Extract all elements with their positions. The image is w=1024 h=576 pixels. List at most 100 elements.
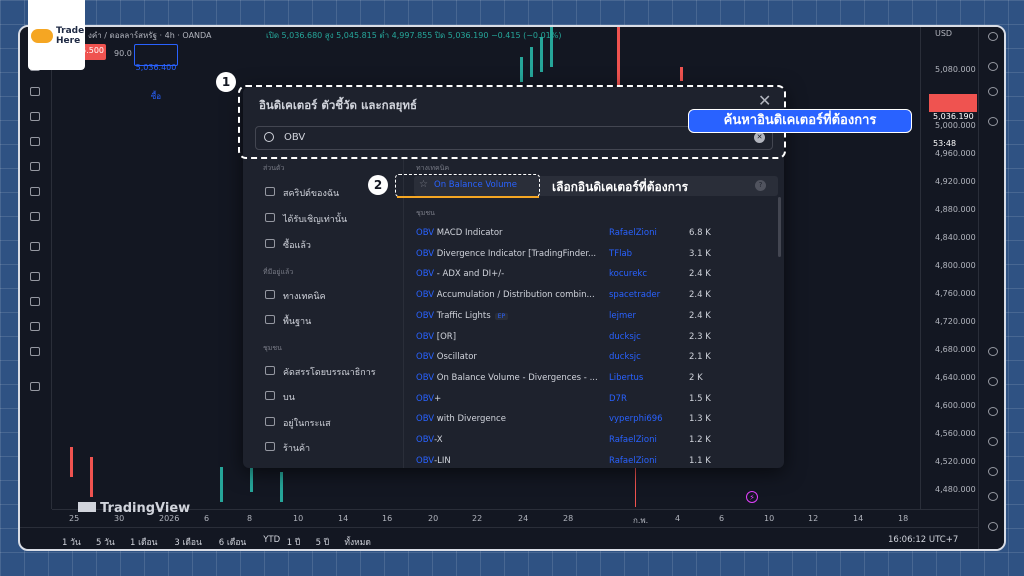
menu-item[interactable]: บน [283, 393, 295, 403]
time-label: ก.พ. [633, 516, 649, 525]
author[interactable]: RafaelZioni [609, 435, 657, 445]
tool-icon[interactable] [30, 382, 40, 391]
menu-item[interactable]: คัดสรรโดยบรรณาธิการ [283, 368, 376, 378]
panel-icon[interactable] [988, 87, 998, 96]
range-button[interactable]: YTD [263, 535, 281, 545]
result-row[interactable]: OBV+ [416, 394, 716, 404]
author[interactable]: RafaelZioni [609, 228, 657, 238]
candle [530, 47, 533, 77]
clear-button[interactable]: ✕ [754, 132, 765, 143]
result-row[interactable]: OBV MACD Indicator [416, 228, 716, 238]
menu-item[interactable]: พื้นฐาน [283, 317, 312, 327]
author[interactable]: ducksjc [609, 352, 641, 363]
result-row[interactable]: OBV Divergence Indicator [TradingFinder.… [416, 249, 716, 259]
range-button[interactable]: 1 ปี [286, 538, 301, 548]
result-name: On Balance Volume [434, 180, 517, 190]
likes: 1.5 K [689, 393, 711, 404]
candle [617, 27, 620, 92]
price-label: 4,760.000 [935, 289, 976, 298]
price-label: 4,640.000 [935, 373, 976, 382]
scrollbar[interactable] [778, 197, 781, 257]
match-text: OBV [416, 393, 435, 404]
range-button[interactable]: 1 เดือน [130, 538, 158, 548]
step-badge: 2 [368, 175, 388, 195]
candle [90, 457, 93, 497]
author[interactable]: lejmer [609, 310, 636, 321]
result-row[interactable]: ☆ On Balance Volume ? [414, 176, 778, 196]
close-button[interactable]: ✕ [758, 91, 772, 110]
panel-icon[interactable] [988, 117, 998, 126]
info-icon[interactable]: ? [755, 180, 766, 191]
tool-icon[interactable] [30, 322, 40, 331]
tool-icon[interactable] [30, 347, 40, 356]
tool-icon[interactable] [30, 112, 40, 121]
author[interactable]: spacetrader [609, 290, 661, 301]
panel-icon[interactable] [988, 377, 998, 386]
panel-icon[interactable] [988, 492, 998, 501]
tool-icon[interactable] [30, 137, 40, 146]
range-button[interactable]: 1 วัน [62, 538, 81, 548]
tool-icon[interactable] [30, 212, 40, 221]
search-box[interactable]: OBV ✕ [255, 126, 773, 150]
buy-price: 5,036.400 [135, 63, 177, 72]
tool-icon[interactable] [30, 297, 40, 306]
countdown: 53:48 [933, 139, 957, 148]
match-text: OBV [416, 269, 435, 280]
buy-button[interactable]: 5,036.400 ซื้อ [134, 44, 178, 101]
currency[interactable]: USD [935, 29, 953, 38]
result-row[interactable]: OBV Oscillator [416, 352, 716, 362]
range-button[interactable]: 6 เดือน [218, 538, 247, 548]
result-row[interactable]: OBV [OR] [416, 332, 716, 342]
panel-icon[interactable] [988, 32, 998, 41]
result-row[interactable]: OBV Accumulation / Distribution combin..… [416, 290, 716, 300]
right-toolbar [978, 27, 1004, 549]
favorite-star[interactable]: ☆ [419, 179, 428, 190]
alert-icon[interactable]: ⚡ [746, 491, 758, 503]
panel-icon[interactable] [988, 347, 998, 356]
result-name: Oscillator [434, 352, 477, 363]
menu-item[interactable]: อยู่ในกระแส [283, 419, 331, 429]
time-label: 8 [247, 514, 253, 523]
menu-item[interactable]: ร้านค้า [283, 444, 311, 454]
result-row[interactable]: OBV On Balance Volume - Divergences - ..… [416, 373, 716, 383]
panel-icon[interactable] [988, 62, 998, 71]
match-text: OBV [416, 331, 435, 342]
sell-price[interactable]: 5.500 [80, 44, 106, 60]
likes: 2.4 K [689, 310, 711, 321]
time-label: 6 [719, 514, 725, 523]
menu-item[interactable]: ทางเทคนิค [283, 292, 326, 302]
author[interactable]: kocurekc [609, 269, 648, 280]
author[interactable]: ducksjc [609, 331, 641, 342]
result-row[interactable]: OBV - ADX and DI+/- [416, 269, 716, 279]
panel-icon[interactable] [988, 407, 998, 416]
menu-item[interactable]: สคริปต์ของฉัน [283, 189, 340, 199]
result-row[interactable]: OBV-X [416, 435, 716, 445]
result-row[interactable]: OBV with Divergence [416, 414, 716, 424]
result-row[interactable]: OBV Traffic Lights EP [416, 311, 716, 321]
panel-icon[interactable] [988, 437, 998, 446]
author[interactable]: D7R [609, 393, 627, 404]
tool-icon[interactable] [30, 272, 40, 281]
author[interactable]: vyperphi696 [609, 414, 663, 425]
range-button[interactable]: 5 วัน [96, 538, 115, 548]
price-axis: USD 5,036.190 53:48 5,080.000 5,000.000 4,… [920, 27, 978, 509]
menu-item[interactable]: ได้รับเชิญเท่านั้น [283, 215, 348, 225]
range-button[interactable]: 3 เดือน [174, 538, 202, 548]
time-label: 16 [382, 514, 393, 523]
tool-icon[interactable] [30, 242, 40, 251]
author[interactable]: TFlab [609, 248, 633, 259]
range-button[interactable]: 5 ปี [315, 538, 330, 548]
likes: 3.1 K [689, 248, 711, 259]
range-button[interactable]: ทั้งหมด [344, 538, 371, 548]
logo: Trade Here [28, 0, 85, 70]
tool-icon[interactable] [30, 162, 40, 171]
panel-icon[interactable] [988, 467, 998, 476]
result-row[interactable]: OBV-LIN [416, 456, 716, 466]
panel-icon[interactable] [988, 522, 998, 531]
author[interactable]: Libertus [609, 372, 644, 383]
bottom-bar: 16:06:12 UTC+7 1 วัน 5 วัน 1 เดือน 3 เดือน 6… [20, 527, 978, 549]
author[interactable]: RafaelZioni [609, 455, 657, 466]
tool-icon[interactable] [30, 187, 40, 196]
tool-icon[interactable] [30, 87, 40, 96]
menu-item[interactable]: ซื้อแล้ว [283, 241, 311, 251]
